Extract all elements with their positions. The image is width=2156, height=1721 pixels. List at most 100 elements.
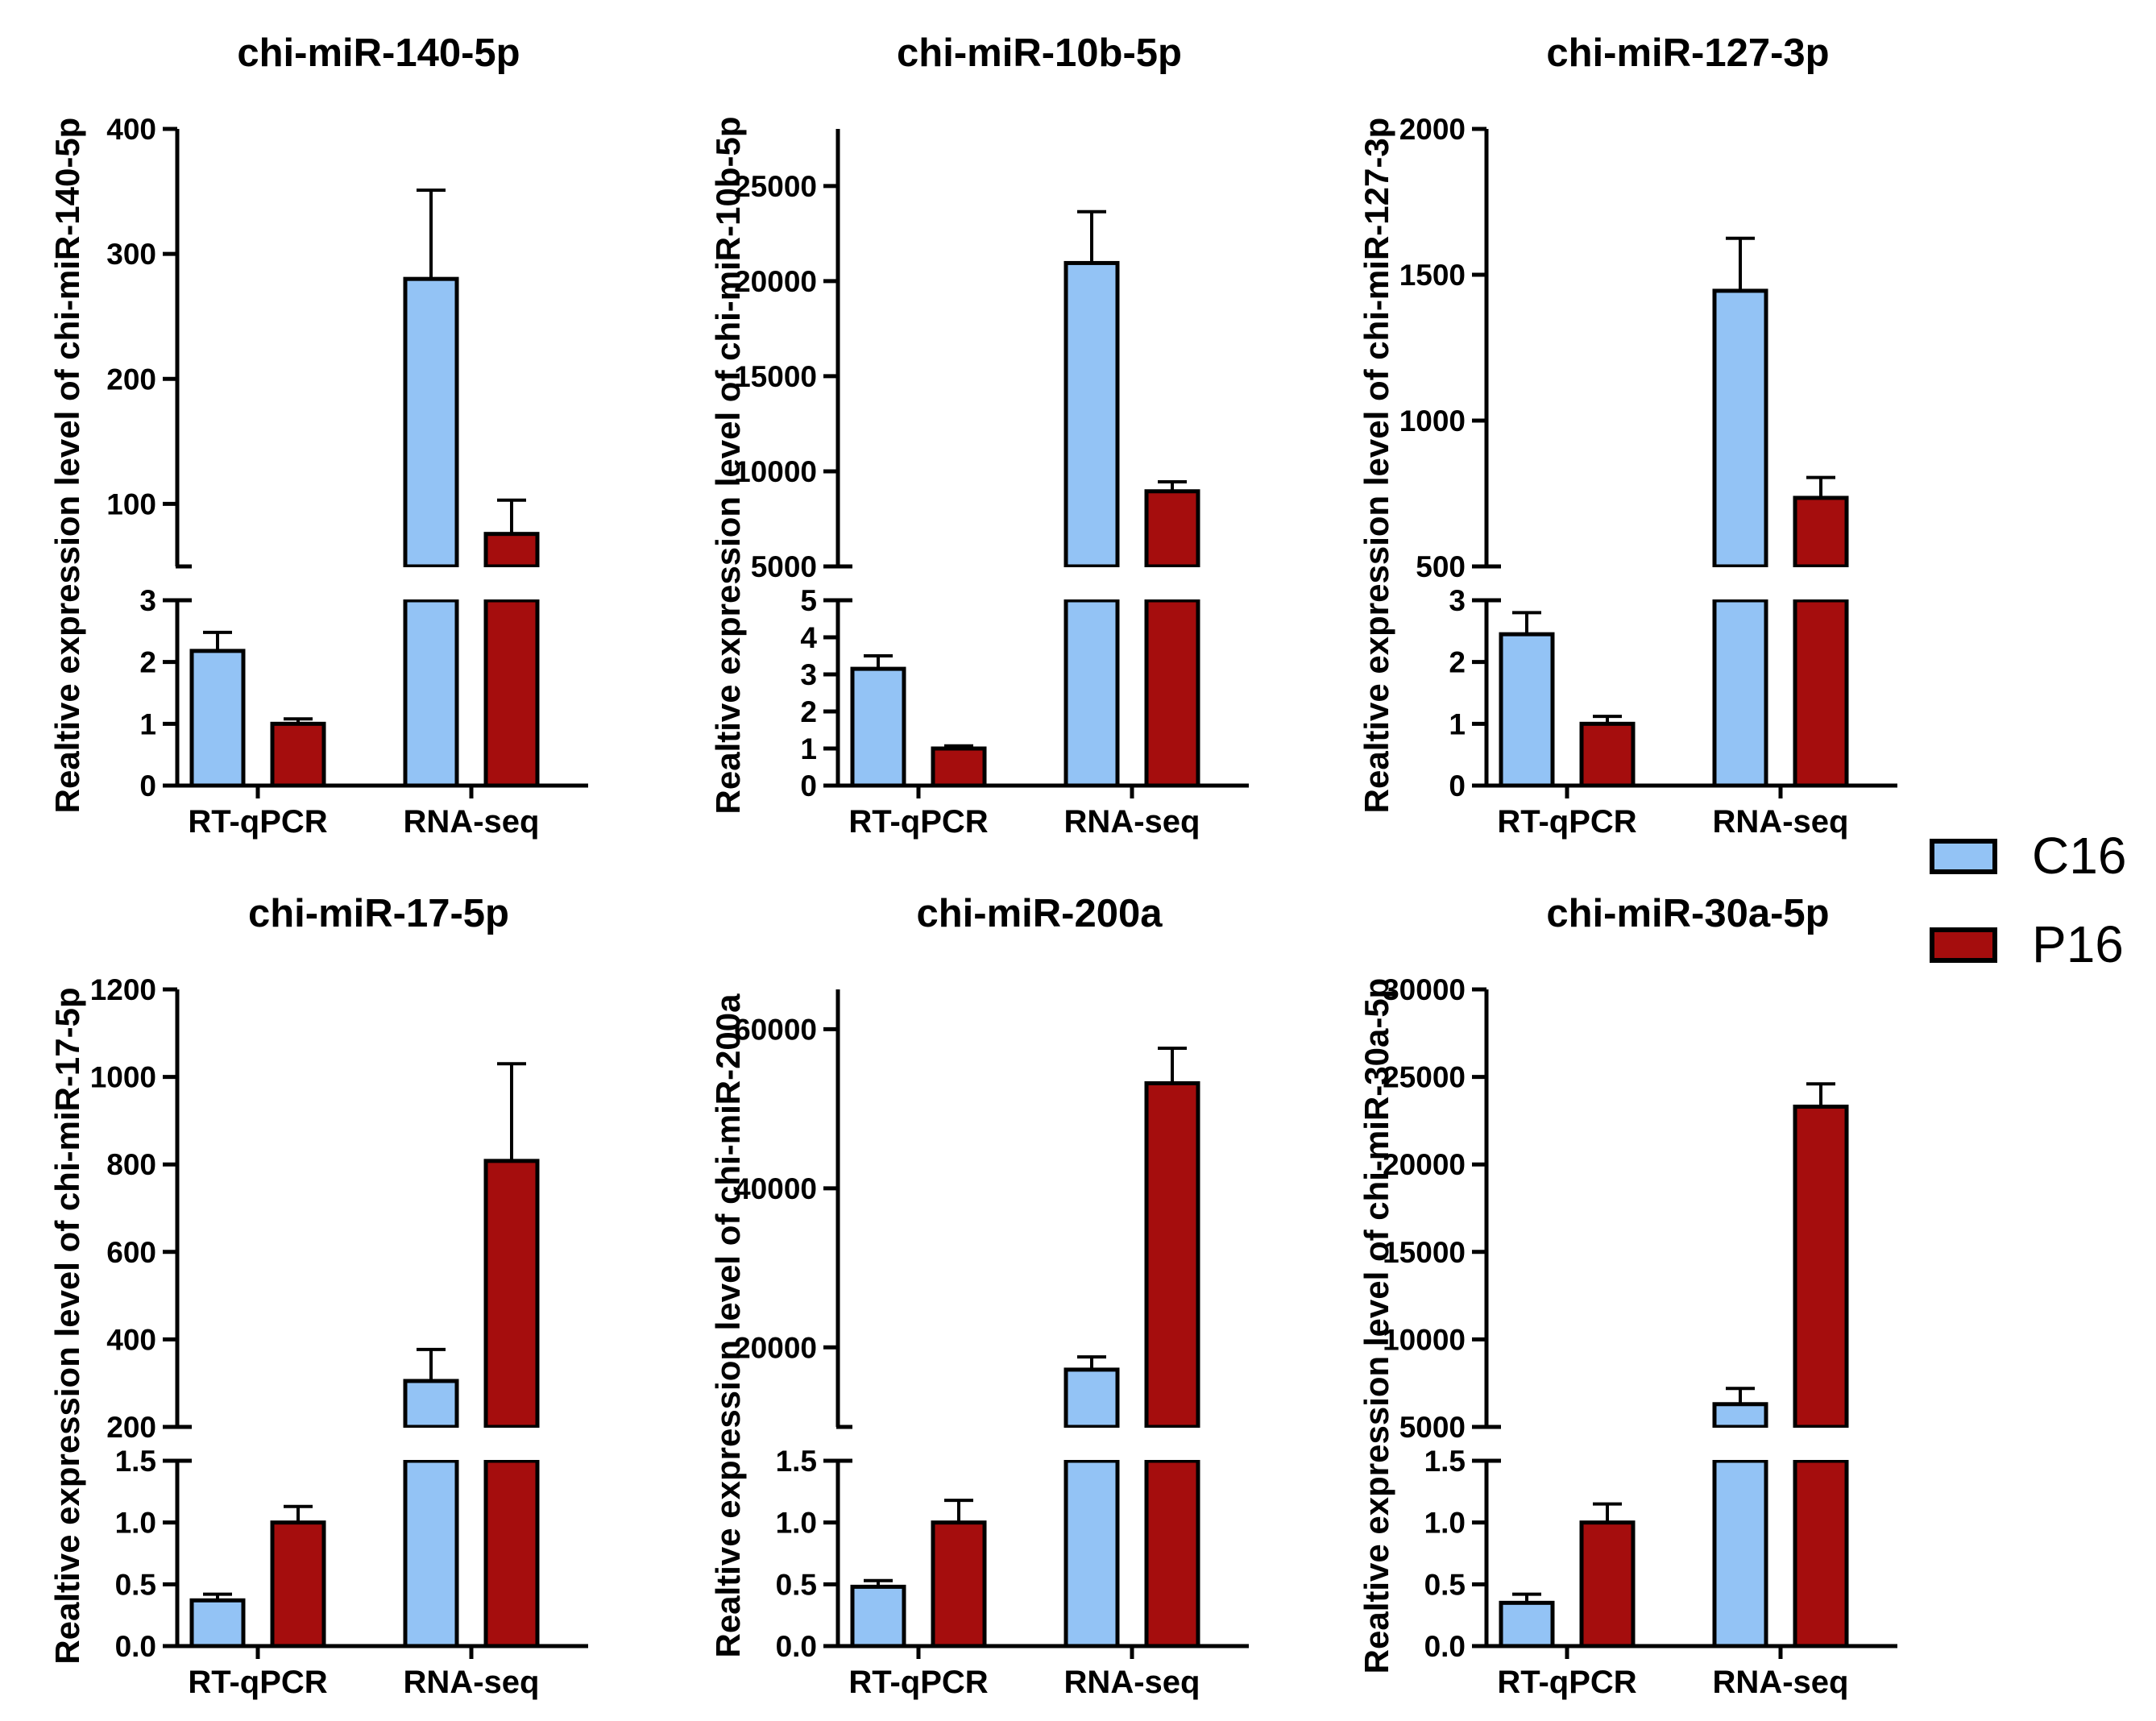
y-tick-label: 1000 xyxy=(90,1061,156,1094)
y-tick-label: 10000 xyxy=(1383,1323,1466,1356)
y-tick-label: 2000 xyxy=(1399,113,1466,146)
bar-break-gap xyxy=(1143,567,1201,599)
chart-panel-6: chi-miR-30a-5p Realtive expression level … xyxy=(1358,892,1897,1700)
legend: C16 P16 xyxy=(1930,827,2126,973)
x-tick-label: RT-qPCR xyxy=(1497,1665,1636,1700)
y-tick-label: 3 xyxy=(1449,584,1466,617)
bar-p16-rna-seq-lower xyxy=(1144,598,1200,788)
bar-c16-rna-seq-upper xyxy=(403,276,459,569)
y-tick-label: 1000 xyxy=(1399,404,1466,438)
bar-p16-rna-seq-upper xyxy=(1793,1105,1849,1429)
bar-p16-rna-seq-upper xyxy=(483,1159,540,1429)
y-tick-label: 1.5 xyxy=(776,1445,817,1478)
y-tick-label: 5000 xyxy=(1399,1411,1466,1444)
y-tick-label: 1500 xyxy=(1399,259,1466,292)
y-tick-label: 1 xyxy=(1449,707,1466,740)
bar-c16-rna-seq-upper xyxy=(1712,1402,1768,1429)
x-tick-label: RT-qPCR xyxy=(848,804,988,840)
y-tick-label: 0.0 xyxy=(115,1630,156,1663)
bar-break-gap xyxy=(483,567,541,599)
x-tick-label: RT-qPCR xyxy=(188,1665,327,1700)
y-tick-label: 1.0 xyxy=(115,1507,156,1540)
chart-title: chi-miR-140-5p xyxy=(237,31,520,75)
x-tick-label: RNA-seq xyxy=(1713,1665,1849,1700)
bar-break-gap xyxy=(1063,567,1121,599)
x-tick-label: RT-qPCR xyxy=(848,1665,988,1700)
chart-panel-2: chi-miR-10b-5p Realtive expression level … xyxy=(709,31,1249,840)
bar-c16-rna-seq-lower xyxy=(1712,1458,1768,1648)
chart-title: chi-miR-127-3p xyxy=(1546,31,1829,75)
y-tick-label: 300 xyxy=(106,238,156,271)
y-tick-label: 0 xyxy=(1449,769,1466,802)
bar-c16-rt-qpcr xyxy=(1499,1600,1555,1648)
bar-p16-rt-qpcr xyxy=(931,1520,987,1648)
y-tick-label: 500 xyxy=(1416,550,1466,583)
y-tick-label: 2 xyxy=(800,695,817,728)
y-axis-label: Realtive expression level of chi-miR-17-… xyxy=(48,987,86,1664)
chart-title: chi-miR-17-5p xyxy=(248,892,509,935)
bar-p16-rna-seq-upper xyxy=(1144,1080,1200,1429)
bar-c16-rna-seq-lower xyxy=(1063,598,1120,788)
y-tick-label: 40000 xyxy=(734,1172,817,1205)
y-axis-label: Realtive expression level of chi-miR-200… xyxy=(709,993,747,1658)
bar-c16-rna-seq-upper xyxy=(403,1379,459,1429)
y-tick-label: 0 xyxy=(800,769,817,802)
y-tick-label: 100 xyxy=(106,487,156,520)
bar-p16-rt-qpcr xyxy=(270,721,326,788)
bar-c16-rt-qpcr xyxy=(850,1584,906,1648)
y-tick-label: 400 xyxy=(106,1323,156,1356)
chart-title: chi-miR-30a-5p xyxy=(1546,892,1829,935)
x-tick-label: RNA-seq xyxy=(1064,804,1200,840)
bar-c16-rt-qpcr xyxy=(1499,632,1555,788)
bar-break-gap xyxy=(483,1428,541,1460)
y-tick-label: 0.0 xyxy=(776,1630,817,1663)
y-tick-label: 1.5 xyxy=(1424,1445,1466,1478)
y-axis-label: Realtive expression level of chi-miR-30a… xyxy=(1358,978,1395,1674)
legend-label-c16: C16 xyxy=(2032,827,2126,885)
chart-panel-1: chi-miR-140-5p Realtive expression level … xyxy=(48,31,588,840)
chart-title: chi-miR-10b-5p xyxy=(897,31,1182,75)
y-tick-label: 5000 xyxy=(751,550,817,583)
legend-swatch-c16 xyxy=(1930,839,1997,874)
y-tick-label: 10000 xyxy=(734,455,817,488)
bar-p16-rna-seq-lower xyxy=(1144,1458,1200,1648)
y-tick-label: 1200 xyxy=(90,973,156,1006)
bar-c16-rt-qpcr xyxy=(189,649,246,788)
y-tick-label: 600 xyxy=(106,1236,156,1269)
x-tick-label: RT-qPCR xyxy=(188,804,327,840)
x-tick-label: RNA-seq xyxy=(404,804,540,840)
bar-c16-rna-seq-lower xyxy=(1712,598,1768,788)
legend-swatch-p16 xyxy=(1930,927,1997,963)
y-tick-label: 2 xyxy=(139,646,156,679)
y-tick-label: 1.0 xyxy=(1424,1507,1466,1540)
y-tick-label: 30000 xyxy=(1383,973,1466,1006)
y-tick-label: 3 xyxy=(800,658,817,691)
bar-p16-rna-seq-lower xyxy=(1793,1458,1849,1648)
x-tick-label: RNA-seq xyxy=(404,1665,540,1700)
y-tick-label: 1.5 xyxy=(115,1445,156,1478)
y-tick-label: 0.5 xyxy=(115,1568,156,1601)
y-tick-label: 0.5 xyxy=(1424,1568,1466,1601)
bar-break-gap xyxy=(1792,567,1850,599)
y-tick-label: 20000 xyxy=(1383,1148,1466,1181)
bar-c16-rna-seq-lower xyxy=(1063,1458,1120,1648)
y-tick-label: 4 xyxy=(800,621,817,654)
y-tick-label: 3 xyxy=(139,584,156,617)
y-tick-label: 5 xyxy=(800,584,817,617)
bar-c16-rna-seq-upper xyxy=(1063,260,1120,569)
bar-p16-rna-seq-upper xyxy=(483,532,540,569)
chart-panel-3: chi-miR-127-3p Realtive expression level … xyxy=(1358,31,1897,840)
y-tick-label: 20000 xyxy=(734,265,817,298)
y-tick-label: 20000 xyxy=(734,1331,817,1364)
bar-p16-rt-qpcr xyxy=(270,1520,326,1648)
bar-break-gap xyxy=(1143,1428,1201,1460)
bar-p16-rna-seq-lower xyxy=(1793,598,1849,788)
bar-p16-rna-seq-upper xyxy=(1144,489,1200,569)
y-tick-label: 15000 xyxy=(734,360,817,393)
bar-p16-rt-qpcr xyxy=(1579,721,1636,788)
bar-p16-rna-seq-upper xyxy=(1793,496,1849,569)
y-tick-label: 400 xyxy=(106,113,156,146)
legend-label-p16: P16 xyxy=(2032,915,2124,973)
bar-c16-rna-seq-upper xyxy=(1712,288,1768,569)
bar-p16-rt-qpcr xyxy=(931,746,987,788)
